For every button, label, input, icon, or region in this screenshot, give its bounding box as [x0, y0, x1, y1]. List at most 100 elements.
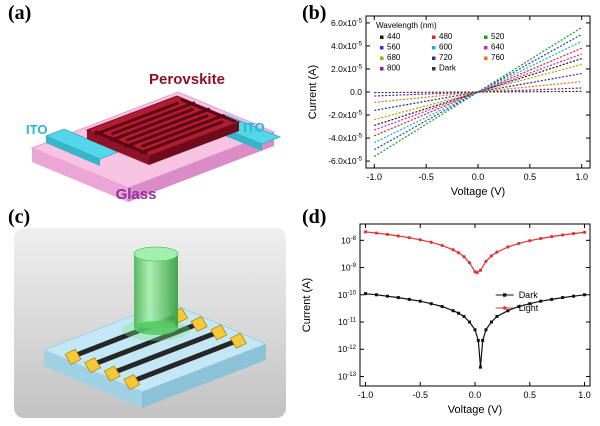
chart-text: -0.5	[418, 172, 434, 182]
legend-marker	[432, 35, 436, 39]
panel-b-label: (b)	[302, 2, 327, 24]
data-marker	[385, 232, 389, 237]
data-marker	[489, 254, 494, 258]
legend-marker	[380, 67, 384, 71]
data-marker	[528, 302, 532, 306]
legend-entry-label: 520	[491, 32, 505, 41]
data-marker	[440, 305, 444, 309]
chart-text: 4.0x10-5	[331, 41, 363, 51]
data-marker	[468, 320, 472, 324]
panel-c-label: (c)	[8, 206, 31, 228]
data-marker	[475, 271, 479, 275]
data-marker	[478, 268, 483, 272]
data-marker	[495, 314, 499, 318]
legend-entry-label: 640	[491, 43, 505, 52]
data-marker	[481, 338, 485, 342]
glass-label: Glass	[116, 186, 157, 203]
data-marker	[363, 230, 368, 234]
data-marker	[456, 251, 461, 255]
legend-entry-label: 560	[387, 43, 401, 52]
chart-text: 0.0	[469, 390, 482, 400]
glass-side-left	[32, 148, 128, 202]
data-marker	[561, 233, 565, 237]
series-line-760	[374, 81, 582, 103]
data-marker	[582, 230, 587, 234]
chart-text: -1.0	[358, 390, 374, 400]
legend-marker	[380, 56, 384, 60]
legend-marker	[484, 35, 488, 39]
chart-text: 0.0	[472, 172, 485, 182]
legend-marker	[432, 67, 436, 71]
data-marker	[550, 297, 554, 301]
data-marker	[561, 296, 565, 300]
chart-text: 1.0	[578, 390, 591, 400]
data-marker	[440, 243, 444, 248]
data-marker	[495, 250, 499, 254]
data-marker	[478, 365, 482, 369]
legend-marker	[484, 46, 488, 50]
legend-entry-label: Light	[519, 303, 539, 313]
electrode-pads	[64, 307, 247, 391]
legend-entry-label: 800	[387, 64, 401, 73]
series-line-720	[374, 73, 582, 111]
data-marker	[374, 293, 378, 297]
legend-title: Wavelength (nm)	[376, 21, 437, 30]
chart-text: 2.0x10-5	[331, 64, 363, 74]
chart-text: -6.0x10-5	[328, 156, 362, 166]
data-marker	[539, 299, 543, 303]
ito-electrode-left-side	[46, 136, 100, 166]
data-marker	[484, 259, 488, 263]
chart-text: 0.5	[524, 390, 537, 400]
series-line-640	[374, 53, 582, 131]
panel-a-label: (a)	[8, 2, 32, 24]
legend-entry-label: 680	[387, 53, 401, 62]
data-marker	[396, 296, 400, 300]
legend-entry-label: Dark	[439, 64, 457, 73]
chart-text: 1.0	[575, 172, 588, 182]
legend-marker	[502, 306, 507, 310]
data-marker	[572, 294, 576, 298]
legend-marker	[380, 35, 384, 39]
data-marker	[467, 261, 472, 265]
beam-top	[133, 246, 179, 262]
legend-marker	[484, 56, 488, 60]
interdigitated-fingers	[94, 98, 236, 155]
data-marker	[476, 338, 480, 342]
chart-text: 10-12	[338, 344, 357, 354]
x-axis-label: Voltage (V)	[448, 404, 502, 416]
legend-marker	[432, 46, 436, 50]
series-line-520	[373, 26, 583, 158]
chart-text: 10-13	[338, 371, 357, 381]
iv-chart-wavelengths: -1.0 -0.5 0.0 0.5 1.0 -6.0x10-5 -4.0x10-5 -2.0x…	[307, 15, 591, 198]
data-marker	[484, 328, 488, 332]
panel-d-label: (d)	[302, 206, 327, 228]
chart-text: 0.0	[350, 87, 362, 97]
data-marker	[457, 311, 461, 315]
chart-text: -1.0	[367, 172, 383, 182]
substrate-side-right	[142, 344, 266, 408]
data-marker	[528, 239, 532, 243]
data-marker	[374, 231, 379, 235]
chart-text: 10-11	[338, 317, 356, 327]
glass-side-right	[128, 132, 274, 202]
laser-beam	[122, 246, 190, 341]
legend-entry-label: 440	[387, 32, 401, 41]
y-axis-label: Current (A)	[307, 65, 319, 119]
legend-entry-label: 480	[439, 32, 453, 41]
beam-body	[134, 254, 178, 328]
legend-entry-label: 720	[439, 53, 453, 62]
data-marker	[451, 248, 455, 252]
data-marker	[451, 309, 455, 313]
data-marker	[429, 302, 433, 306]
legend-entry-label: 600	[439, 43, 453, 52]
data-marker	[418, 299, 422, 303]
ito-right-label: ITO	[243, 120, 264, 135]
series-line-800	[374, 87, 582, 97]
chart-text: 0.5	[524, 172, 537, 182]
chart-text: 6.0x10-5	[331, 18, 363, 28]
y-axis-label: Current (A)	[301, 278, 313, 332]
chart-text: 10-10	[338, 289, 357, 299]
data-marker	[462, 314, 466, 318]
beam-bottom	[134, 321, 178, 335]
legend-entry-label: Dark	[519, 290, 539, 300]
